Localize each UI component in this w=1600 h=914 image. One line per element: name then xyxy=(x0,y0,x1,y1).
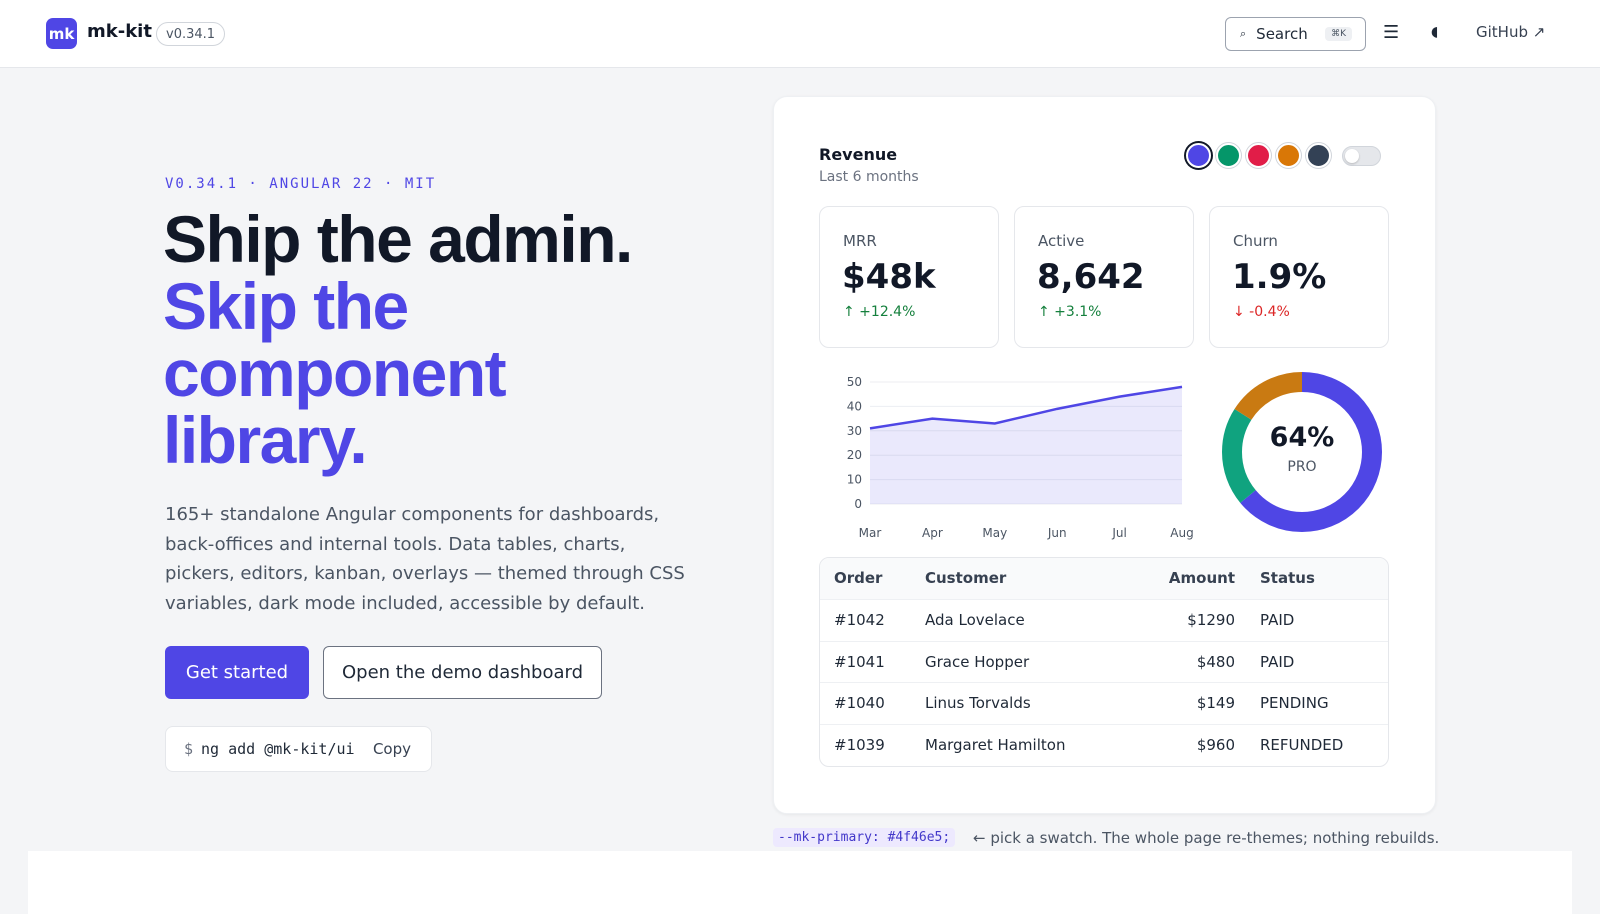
top-nav: mk mk-kit v0.34.1 ⌕ Search ⌘K ☰ ◖ GitHub… xyxy=(0,0,1600,68)
card-title: Revenue xyxy=(819,145,898,164)
stat-card-mrr: MRR $48k ↑ +12.4% xyxy=(819,206,999,348)
x-tick-label: Jul xyxy=(1111,526,1126,540)
dark-mode-toggle[interactable] xyxy=(1342,146,1381,166)
order-id: #1039 xyxy=(834,735,885,754)
customer-name: Linus Torvalds xyxy=(925,694,1031,712)
amount: $149 xyxy=(1196,694,1235,712)
donut-segment xyxy=(1222,372,1382,532)
order-id: #1041 xyxy=(834,652,885,671)
stat-delta: ↑ +12.4% xyxy=(843,304,916,320)
series-line xyxy=(869,385,1183,430)
stat-card-active: Active 8,642 ↑ +3.1% xyxy=(1014,206,1194,348)
hero-title-accent-line: component xyxy=(163,336,507,410)
table-row[interactable]: #1042 Ada Lovelace $1290 PAID xyxy=(820,600,1388,642)
hero-description: 165+ standalone Angular components for d… xyxy=(165,504,685,614)
y-tick-label: 50 xyxy=(847,375,862,389)
css-variable-token: --mk-primary: #4f46e5; xyxy=(773,828,956,847)
customer-name: Grace Hopper xyxy=(925,652,1030,671)
area-fill xyxy=(870,386,1182,504)
column-header[interactable]: Amount xyxy=(1168,569,1235,587)
x-tick-label: Apr xyxy=(922,526,943,540)
y-tick-label: 40 xyxy=(847,399,862,413)
x-tick-label: Aug xyxy=(1170,526,1193,540)
stat-label: Churn xyxy=(1233,232,1278,250)
hero-title-accent-line: library. xyxy=(163,403,368,477)
stat-card-churn: Churn 1.9% ↓ -0.4% xyxy=(1209,206,1389,348)
brand-name[interactable]: mk-kit xyxy=(87,21,152,42)
y-tick-label: 10 xyxy=(847,473,862,487)
search-label: Search xyxy=(1256,25,1308,43)
theme-toggle-icon[interactable]: ◖ xyxy=(1431,24,1439,40)
y-tick-label: 0 xyxy=(854,497,862,511)
color-swatch[interactable] xyxy=(1276,143,1301,168)
status: PENDING xyxy=(1260,694,1329,712)
color-swatch[interactable] xyxy=(1306,143,1331,168)
hero-eyebrow: V0.34.1 · ANGULAR 22 · MIT xyxy=(165,176,437,192)
stat-value: 1.9% xyxy=(1232,257,1327,297)
stat-delta: ↑ +3.1% xyxy=(1038,304,1102,320)
column-header[interactable]: Order xyxy=(834,569,883,587)
x-tick-label: Jun xyxy=(1047,526,1067,540)
stat-label: MRR xyxy=(843,232,877,250)
hero-title-line: Ship the admin. xyxy=(163,202,633,276)
plan-donut-chart xyxy=(1222,372,1382,532)
theme-hint: ← pick a swatch. The whole page re-theme… xyxy=(973,829,1440,847)
y-tick-label: 20 xyxy=(847,448,862,462)
hero-title: Ship the admin. Skip the component libra… xyxy=(163,202,633,477)
donut-value: 64% xyxy=(1269,422,1335,453)
orders-table: Order Customer Amount Status #1042 Ada L… xyxy=(819,557,1389,767)
color-swatch[interactable] xyxy=(1216,143,1241,168)
search-button[interactable]: ⌕ Search ⌘K xyxy=(1225,17,1366,51)
menu-icon[interactable]: ☰ xyxy=(1383,22,1400,43)
install-command-box: $ ng add @mk-kit/ui Copy xyxy=(165,726,432,772)
table-row[interactable]: #1039 Margaret Hamilton $960 REFUNDED xyxy=(820,725,1388,767)
order-id: #1040 xyxy=(834,694,885,712)
table-row[interactable]: #1040 Linus Torvalds $149 PENDING xyxy=(820,683,1388,725)
color-swatch[interactable] xyxy=(1186,143,1211,168)
install-command: ng add @mk-kit/ui xyxy=(201,740,355,758)
column-header[interactable]: Status xyxy=(1260,569,1315,587)
status: PAID xyxy=(1260,611,1295,629)
stat-label: Active xyxy=(1038,232,1085,250)
color-swatch[interactable] xyxy=(1246,143,1271,168)
stat-value: $48k xyxy=(842,257,936,297)
y-tick-label: 30 xyxy=(847,424,862,438)
github-link[interactable]: GitHub ↗ xyxy=(1476,23,1546,41)
copy-button[interactable]: Copy xyxy=(372,740,411,758)
amount: $960 xyxy=(1196,735,1235,754)
logo-icon[interactable]: mk xyxy=(46,18,77,49)
amount: $1290 xyxy=(1187,611,1235,629)
x-tick-label: Mar xyxy=(859,526,882,540)
version-badge: v0.34.1 xyxy=(156,22,226,46)
status: REFUNDED xyxy=(1260,735,1344,754)
order-id: #1042 xyxy=(834,611,885,629)
status: PAID xyxy=(1260,652,1295,671)
get-started-button[interactable]: Get started xyxy=(165,646,309,699)
table-row[interactable]: #1041 Grace Hopper $480 PAID xyxy=(820,642,1388,683)
next-section xyxy=(28,851,1572,914)
x-tick-label: May xyxy=(982,526,1007,540)
customer-name: Margaret Hamilton xyxy=(925,735,1066,754)
search-shortcut: ⌘K xyxy=(1325,27,1352,41)
customer-name: Ada Lovelace xyxy=(925,611,1025,629)
revenue-area-chart: 0 10 20 30 40 50 Mar Apr May Jun Jul Aug xyxy=(847,375,1194,540)
donut-segment xyxy=(1222,372,1382,532)
table-header-row: Order Customer Amount Status xyxy=(820,558,1388,600)
hero-title-accent-line: Skip the xyxy=(163,269,409,343)
search-icon: ⌕ xyxy=(1240,27,1247,40)
shell-prompt: $ xyxy=(184,740,194,758)
card-subtitle: Last 6 months xyxy=(819,169,919,185)
stat-delta: ↓ -0.4% xyxy=(1233,304,1290,320)
column-header[interactable]: Customer xyxy=(925,569,1007,587)
demo-dashboard-button[interactable]: Open the demo dashboard xyxy=(323,646,602,699)
amount: $480 xyxy=(1196,652,1235,671)
stat-value: 8,642 xyxy=(1037,257,1145,297)
donut-label: PRO xyxy=(1287,459,1317,475)
